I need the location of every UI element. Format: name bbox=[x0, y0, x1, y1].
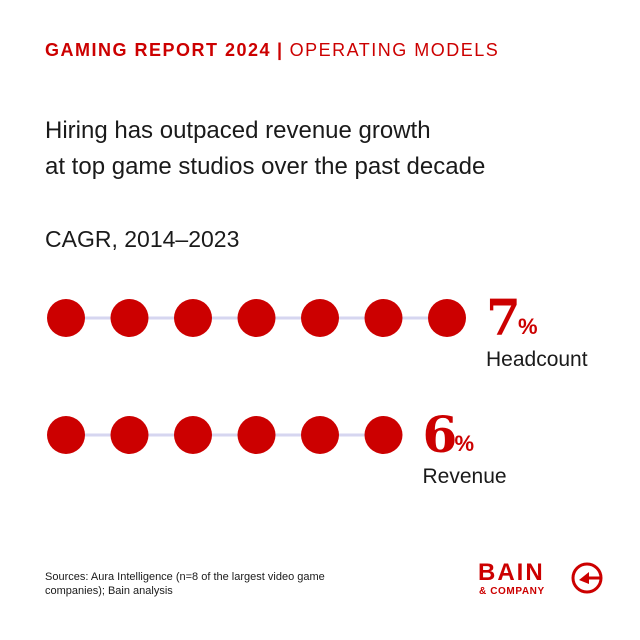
series-headcount: 7% Headcount bbox=[47, 288, 588, 371]
dot-mark bbox=[237, 299, 276, 337]
chart-headline: Hiring has outpaced revenue growth at to… bbox=[45, 113, 605, 185]
logo-subtitle: & COMPANY bbox=[479, 586, 545, 597]
dot-mark bbox=[174, 416, 212, 454]
kicker-separator: | bbox=[277, 40, 284, 60]
value-label: 7 bbox=[486, 288, 521, 347]
dot-mark bbox=[364, 416, 403, 454]
series-label: Revenue bbox=[423, 465, 507, 488]
unit-label: % bbox=[455, 431, 475, 456]
bain-logo: BAIN & COMPANY bbox=[478, 555, 608, 605]
chart-subtitle: CAGR, 2014–2023 bbox=[45, 226, 240, 252]
dot-mark bbox=[364, 299, 403, 337]
unit-label: % bbox=[518, 314, 538, 339]
dot-mark bbox=[237, 416, 276, 454]
report-kicker: GAMING REPORT 2024 | OPERATING MODELS bbox=[45, 40, 499, 61]
value-label: 6 bbox=[423, 405, 458, 464]
section-title: OPERATING MODELS bbox=[289, 40, 500, 60]
dot-mark bbox=[174, 299, 212, 337]
series-revenue: 6% Revenue bbox=[47, 405, 507, 488]
dot-mark bbox=[301, 416, 339, 454]
dot-mark bbox=[47, 299, 85, 337]
dot-mark bbox=[428, 299, 466, 337]
dot-mark bbox=[47, 416, 85, 454]
report-title: GAMING REPORT 2024 bbox=[45, 40, 272, 60]
headline-line-1: Hiring has outpaced revenue growth bbox=[45, 117, 431, 144]
source-note: Sources: Aura Intelligence (n=8 of the l… bbox=[45, 571, 325, 597]
series-label: Headcount bbox=[486, 348, 588, 371]
bain-target-icon bbox=[571, 562, 603, 594]
dot-mark bbox=[301, 299, 339, 337]
headline-line-2: at top game studios over the past decade bbox=[45, 153, 486, 180]
dot-mark bbox=[110, 299, 149, 337]
logo-wordmark: BAIN bbox=[478, 559, 545, 586]
dot-mark bbox=[110, 416, 149, 454]
